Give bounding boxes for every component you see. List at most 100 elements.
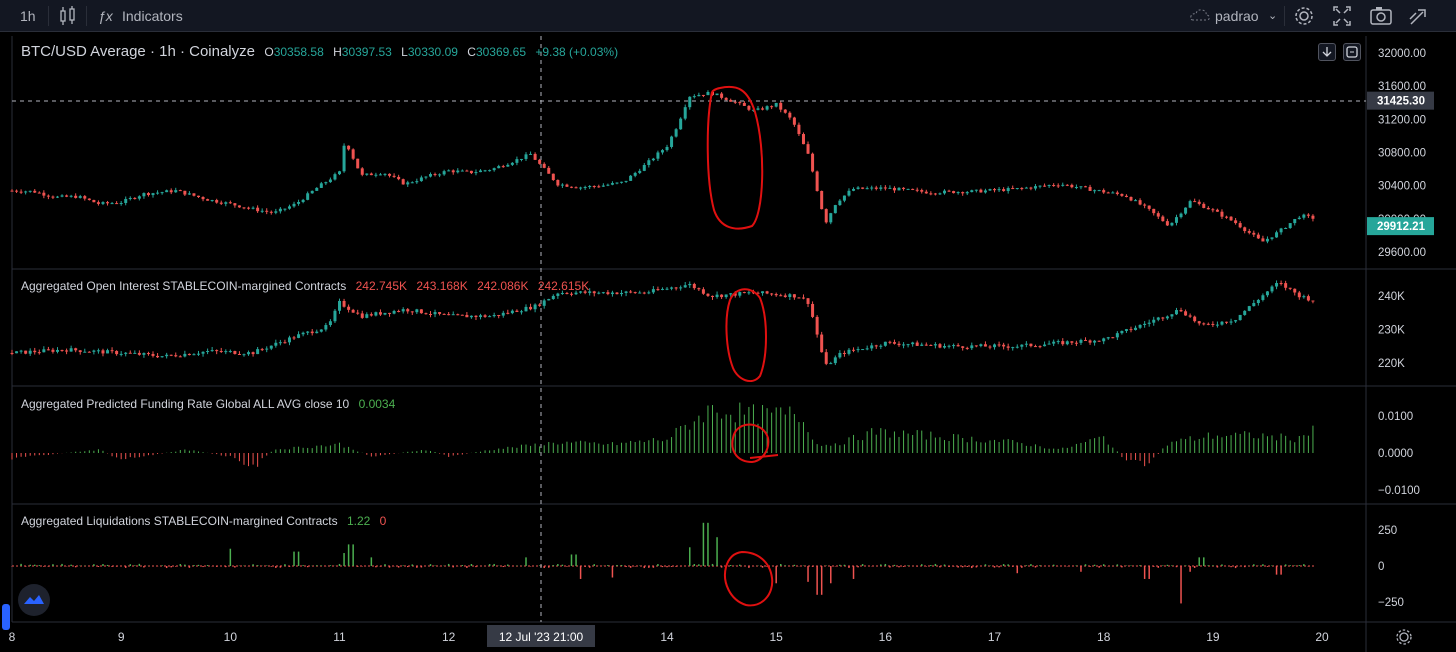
camera-icon[interactable] [1368, 0, 1394, 32]
chart-area[interactable]: 32000.00 31600.00 31200.00 30800.00 30400.00… [0, 32, 1456, 652]
oi-candle [274, 342, 278, 346]
oi-candle [283, 342, 287, 344]
oi-candle [751, 292, 755, 294]
oi-candle [1093, 340, 1097, 343]
indicators-button[interactable]: Indicators [122, 8, 183, 24]
layout-name[interactable]: padrao [1215, 8, 1259, 24]
oi-candle [1097, 340, 1101, 342]
gear-icon[interactable] [1292, 0, 1316, 32]
price-candle [888, 187, 892, 189]
price-candle [874, 187, 878, 189]
price-candle [1129, 196, 1133, 201]
price-candle [115, 203, 119, 205]
price-candle [774, 102, 778, 107]
price-candle [824, 209, 828, 223]
time-axis[interactable]: 89101112131415161718192012 Jul '23 21:00 [9, 625, 1412, 647]
oi-candle [574, 292, 578, 295]
crosshair-time-tag [487, 625, 595, 647]
price-candle [142, 193, 146, 197]
price-candle [401, 179, 405, 185]
price-candle [897, 187, 901, 191]
price-candle [983, 190, 987, 193]
axis-settings-icon[interactable] [1396, 629, 1412, 645]
oi-candle [1293, 288, 1297, 293]
oi-candle [983, 344, 987, 347]
axis-settings-icon-ring [1399, 632, 1409, 642]
price-candle [924, 191, 928, 194]
oi-candle [301, 332, 305, 335]
price-candle [456, 170, 460, 173]
price-candle [965, 192, 969, 194]
left-panel-tab[interactable] [2, 604, 10, 630]
oi-candle [419, 309, 423, 314]
fullscreen-icon[interactable] [1330, 0, 1354, 32]
oi-open: 242.745K [355, 279, 407, 293]
price-candle [1275, 232, 1279, 238]
chevron-down-icon[interactable]: ⌄ [1268, 10, 1278, 22]
oi-candle [724, 294, 728, 298]
liq-title[interactable]: Aggregated Liquidations STABLECOIN-margi… [21, 514, 338, 528]
oi-candle [1297, 292, 1301, 298]
oi-candle [715, 294, 719, 297]
price-candle [24, 191, 28, 193]
oi-candle [1124, 329, 1128, 331]
oi-candle [469, 315, 473, 318]
publish-icon[interactable] [1406, 0, 1430, 32]
price-candle [1293, 219, 1297, 224]
price-candle [33, 190, 37, 193]
price-candle [1261, 238, 1265, 242]
price-candle [929, 193, 933, 195]
oi-candle [647, 292, 651, 294]
price-candle [647, 160, 651, 165]
oi-candle [247, 352, 251, 355]
price-candle [1302, 214, 1306, 218]
oi-candle [1174, 310, 1178, 315]
price-candle [588, 185, 592, 188]
price-candle [333, 174, 337, 180]
time-tick-label: 20 [1315, 630, 1329, 644]
price-candle [1270, 237, 1274, 239]
price-candle [861, 187, 865, 189]
oi-candle [670, 287, 674, 289]
price-candle [1184, 207, 1188, 214]
price-candle [556, 180, 560, 186]
price-candle [547, 167, 551, 174]
oi-candle [219, 350, 223, 352]
oi-title[interactable]: Aggregated Open Interest STABLECOIN-marg… [21, 279, 347, 293]
price-tick-label: 29600.00 [1378, 247, 1426, 259]
price-candle [451, 170, 455, 173]
tradingview-logo-icon[interactable] [18, 584, 50, 616]
interval-button[interactable]: 1h [20, 8, 36, 24]
price-candle [269, 211, 273, 213]
oi-candle [902, 344, 906, 346]
oi-candle [242, 354, 246, 356]
symbol-title[interactable]: BTC/USD Average · 1h · Coinalyze [21, 43, 255, 60]
oi-candle [838, 352, 842, 358]
candle-style-icon[interactable] [58, 0, 78, 32]
price-candle [483, 170, 487, 172]
oi-candle [1188, 315, 1192, 317]
price-candle [119, 203, 123, 205]
oi-candle [37, 352, 41, 354]
oi-candle [560, 292, 564, 294]
oi-high: 243.168K [416, 279, 468, 293]
price-candle [724, 97, 728, 100]
oi-candle [119, 353, 123, 355]
oi-candle [1270, 286, 1274, 292]
price-candle [974, 189, 978, 191]
price-candle [447, 170, 451, 172]
price-candle [902, 187, 906, 189]
price-candle [770, 106, 774, 108]
oi-candle [142, 353, 146, 355]
maximize-pane-icon[interactable] [1343, 43, 1361, 61]
oi-candle [324, 325, 328, 330]
oi-candle [765, 291, 769, 294]
oi-candle [1065, 341, 1069, 345]
price-axis[interactable]: 32000.00 31600.00 31200.00 30800.00 30400.00… [1367, 48, 1434, 609]
scroll-down-icon[interactable] [1318, 43, 1336, 61]
funding-title[interactable]: Aggregated Predicted Funding Rate Global… [21, 397, 350, 411]
oi-candle [920, 344, 924, 346]
oi-candle [1170, 314, 1174, 317]
price-candle [688, 96, 692, 108]
price-candle [233, 203, 237, 206]
